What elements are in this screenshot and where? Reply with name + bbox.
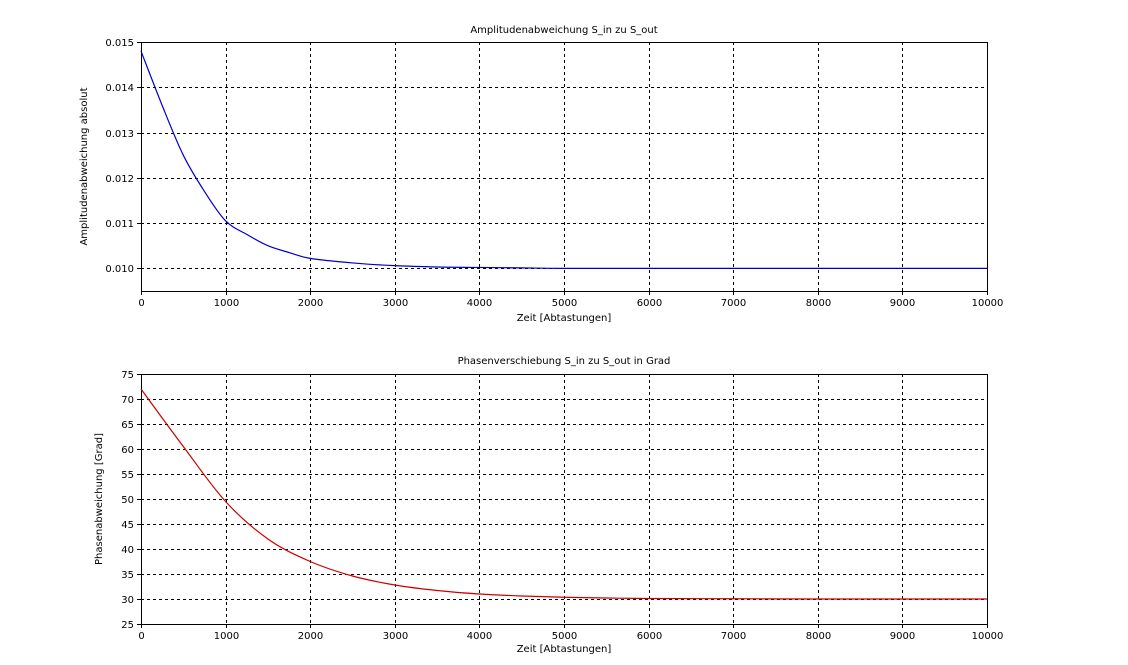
x-tick-label: 1000: [214, 298, 239, 309]
chart-title: Amplitudenabweichung S_in zu S_out: [470, 25, 657, 36]
y-tick-label: 35: [121, 570, 134, 581]
x-tick-label: 10000: [972, 298, 1004, 309]
y-tick-label: 50: [121, 495, 134, 506]
y-tick-label: 75: [121, 370, 134, 381]
x-tick-label: 3000: [383, 631, 408, 642]
amplitude-plot: 0 1000 2000 3000 4000 5000 6000 7000 8000 9000 100…: [79, 25, 1003, 324]
y-tick-label: 0.015: [105, 38, 134, 49]
y-axis-label: Phasenabweichung [Grad]: [94, 433, 105, 565]
y-tick-label: 0.012: [105, 174, 134, 185]
x-tick-label: 0: [138, 631, 144, 642]
x-tick-label: 10000: [972, 631, 1004, 642]
y-tick-label: 55: [121, 470, 134, 481]
series-line: [140, 388, 987, 600]
x-tick-label: 2000: [298, 631, 323, 642]
x-tick-label: 8000: [806, 298, 831, 309]
y-tick-label: 30: [121, 595, 134, 606]
x-tick-label: 7000: [721, 298, 746, 309]
x-tick-label: 9000: [890, 631, 915, 642]
y-tick-label: 60: [121, 445, 134, 456]
x-tick-label: 4000: [467, 631, 492, 642]
x-tick-label: 5000: [552, 298, 577, 309]
x-tick-label: 5000: [552, 631, 577, 642]
y-tick-label: 0.010: [105, 264, 134, 275]
chart-title: Phasenverschiebung S_in zu S_out in Grad: [458, 356, 671, 367]
x-tick-label: 3000: [383, 298, 408, 309]
x-axis-label: Zeit [Abtastungen]: [517, 313, 612, 324]
y-tick-label: 40: [121, 545, 134, 556]
x-tick-label: 0: [138, 298, 144, 309]
phase-plot: 0 1000 2000 3000 4000 5000 6000 7000 8000 9000 100…: [94, 356, 1003, 655]
x-tick-label: 7000: [721, 631, 746, 642]
y-tick-label: 25: [121, 620, 134, 631]
x-tick-label: 4000: [467, 298, 492, 309]
y-tick-label: 65: [121, 420, 134, 431]
x-tick-label: 8000: [806, 631, 831, 642]
y-tick-label: 45: [121, 520, 134, 531]
x-tick-label: 2000: [298, 298, 323, 309]
series-line: [140, 50, 987, 269]
y-tick-label: 0.011: [105, 219, 134, 230]
y-tick-label: 70: [121, 395, 134, 406]
y-tick-label: 0.014: [105, 83, 134, 94]
y-axis-label: Amplitudenabweichung absolut: [79, 87, 90, 245]
x-axis-label: Zeit [Abtastungen]: [517, 644, 612, 655]
x-tick-label: 6000: [637, 298, 662, 309]
x-tick-label: 6000: [637, 631, 662, 642]
x-tick-label: 9000: [890, 298, 915, 309]
x-tick-label: 1000: [214, 631, 239, 642]
y-tick-label: 0.013: [105, 129, 134, 140]
